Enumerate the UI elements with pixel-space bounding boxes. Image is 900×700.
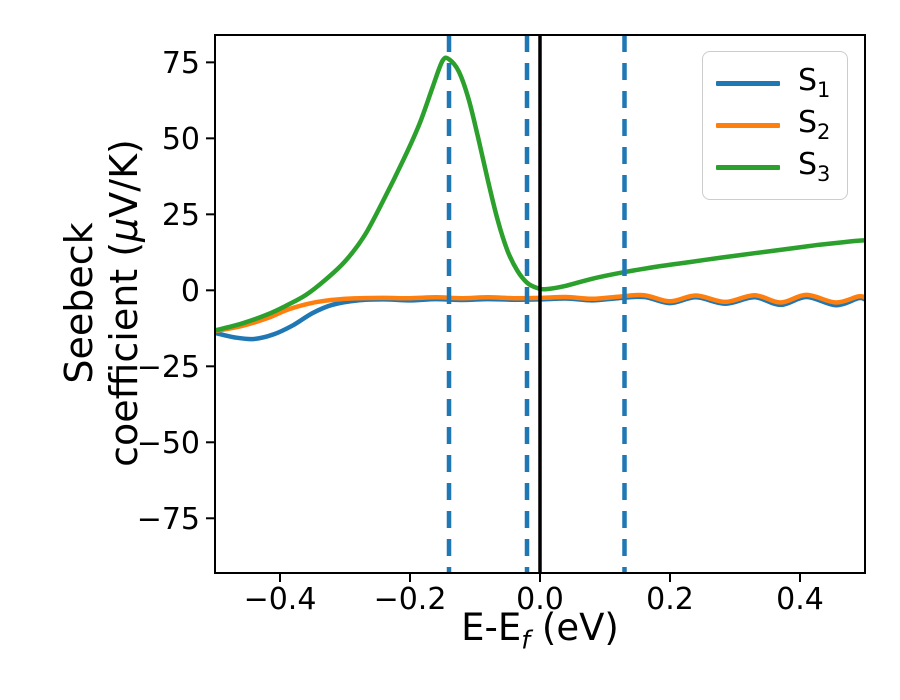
legend-line-sample-s3 <box>716 165 780 171</box>
legend-entry-s2: S2 <box>716 104 833 146</box>
x-axis-label-pre: E-E <box>461 606 522 649</box>
x-axis-label-subscript: f <box>521 625 531 655</box>
x-axis-ticks: −0.4 −0.2 0.0 0.2 0.4 <box>244 573 824 617</box>
legend-entry-s3: S3 <box>716 147 833 189</box>
legend-label-s1: S1 <box>798 62 831 102</box>
legend-line-sample-s2 <box>716 122 780 128</box>
y-axis-label: Seebeck coefficient (μV/K) <box>57 139 147 467</box>
y-tick-label: 25 <box>162 198 200 233</box>
y-tick-label: −50 <box>137 426 200 461</box>
x-axis-label: E-Ef (eV) <box>215 606 865 656</box>
y-tick-label: 50 <box>162 122 200 157</box>
x-tick-label: −0.2 <box>374 582 447 617</box>
vertical-reference-lines <box>446 35 627 573</box>
y-axis-ticks: 75 50 25 0 −25 −50 −75 <box>137 46 215 537</box>
y-tick-label: −75 <box>137 502 200 537</box>
legend-line-sample-s1 <box>716 80 780 86</box>
legend-label-s2: S2 <box>798 104 831 144</box>
series-S3-curve <box>215 55 865 333</box>
x-tick-label: 0.0 <box>516 582 564 617</box>
x-tick-label: −0.4 <box>244 582 317 617</box>
legend-entry-s1: S1 <box>716 62 833 104</box>
y-tick-label: −25 <box>137 350 200 385</box>
mu-symbol: μ <box>102 217 146 242</box>
y-tick-label: 0 <box>181 274 200 309</box>
x-axis-label-post: (eV) <box>530 606 619 649</box>
y-tick-label: 75 <box>162 46 200 81</box>
y-axis-label-line1: Seebeck <box>57 222 102 384</box>
legend: S1 S2 S3 <box>702 51 848 200</box>
x-tick-label: 0.4 <box>776 582 824 617</box>
y-axis-label-line2: coefficient (μV/K) <box>102 139 146 467</box>
x-tick-label: 0.2 <box>646 582 694 617</box>
legend-label-s3: S3 <box>798 147 831 187</box>
